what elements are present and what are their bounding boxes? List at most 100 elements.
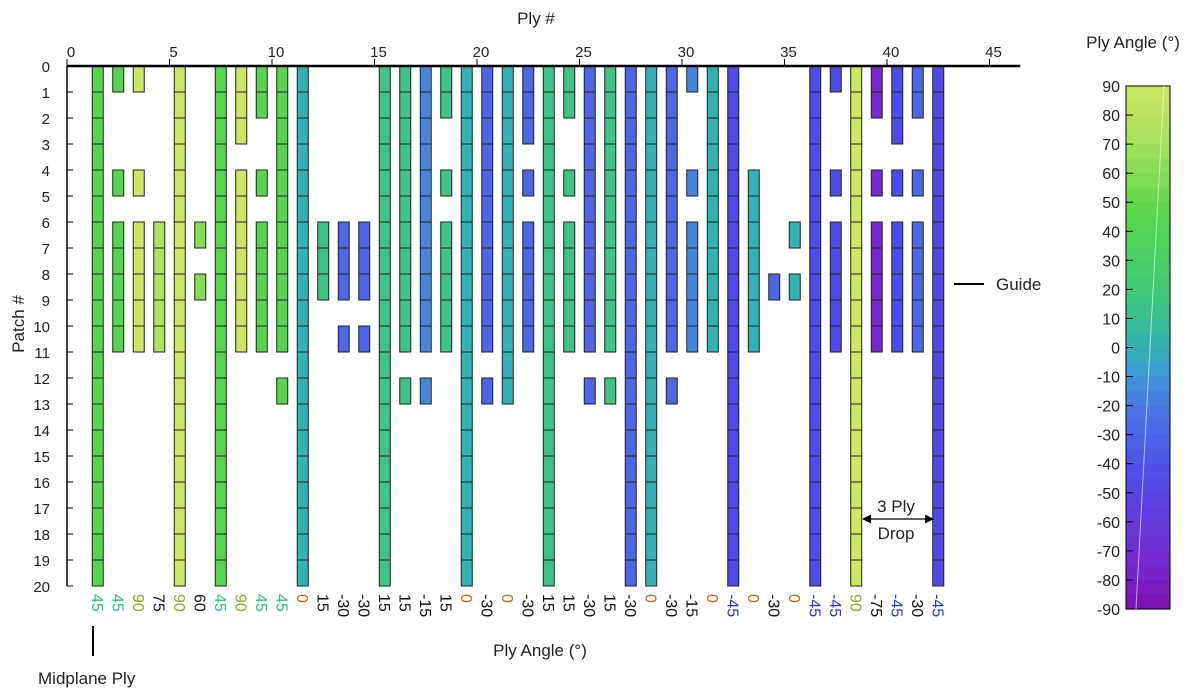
ply-angle-label: -45 — [928, 594, 945, 617]
x-tick-label: 25 — [575, 44, 592, 61]
ply-bar-segment — [132, 169, 145, 197]
ply-angle-label: 75 — [149, 594, 166, 612]
colorbar-band — [1126, 478, 1170, 494]
ply-angle-label: -30 — [334, 594, 351, 617]
ply-bar-segment — [399, 377, 412, 405]
ply-bar-segment — [501, 65, 514, 405]
ply-angle-label: 45 — [272, 594, 289, 612]
colorbar-tick-label: 80 — [1102, 108, 1120, 125]
colorbar-band — [1126, 492, 1170, 508]
top-axis-title: Ply # — [517, 9, 555, 28]
y-tick-label: 5 — [42, 189, 50, 206]
colorbar-tick-label: 20 — [1102, 282, 1120, 299]
colorbar-tick-label: 40 — [1102, 224, 1120, 241]
ply-drop-label-line1: 3 Ply — [877, 497, 915, 516]
ply-angle-label: 45 — [252, 594, 269, 612]
ply-angle-label: 90 — [129, 594, 146, 612]
colorbar-tick-label: -90 — [1097, 602, 1120, 619]
ply-angle-label: -45 — [805, 594, 822, 617]
ply-bar-segment — [788, 221, 801, 249]
top-axis-ticks: 0 5 10 15 20 25 30 35 40 45 — [66, 44, 1002, 66]
colorbar-tick-label: 30 — [1102, 253, 1120, 270]
ply-angle-label: 90 — [846, 594, 863, 612]
ply-bar-segment — [276, 377, 289, 405]
colorbar-band — [1126, 318, 1170, 334]
ply-angle-label: 15 — [539, 594, 556, 612]
ply-bar-segment — [891, 169, 904, 197]
colorbar-tick-label: 10 — [1102, 311, 1120, 328]
ply-bar-segment — [686, 221, 699, 353]
ply-bar-segment — [911, 169, 924, 197]
ply-angle-label: -15 — [416, 594, 433, 617]
colorbar-band — [1126, 216, 1170, 232]
colorbar-band — [1126, 332, 1170, 349]
colorbar: 90 80 70 60 50 40 30 20 10 0 -10 -20 -30 -40 -50 -60 -70… — [1097, 79, 1171, 619]
ply-bar-segment — [829, 65, 842, 93]
ply-bar-segment — [419, 65, 432, 353]
ply-bar-segment — [112, 169, 125, 197]
ply-bar-segment — [419, 377, 432, 405]
y-tick-label: 19 — [33, 553, 50, 570]
ply-bar-segment — [399, 65, 412, 353]
ply-bar-segment — [317, 221, 330, 301]
ply-angle-label: 15 — [313, 594, 330, 612]
y-tick-label: 15 — [33, 449, 50, 466]
colorbar-band — [1126, 507, 1170, 523]
ply-bar-segment — [870, 169, 883, 197]
ply-angle-label: 0 — [457, 594, 474, 603]
ply-bar-segment — [686, 65, 699, 93]
colorbar-tick-label: -10 — [1097, 370, 1120, 387]
ply-angle-label: -30 — [621, 594, 638, 617]
ply-bar-segment — [604, 65, 617, 353]
ply-angle-label: 15 — [559, 594, 576, 612]
ply-bar-segment — [522, 221, 535, 353]
ply-angle-label: 0 — [744, 594, 761, 603]
ply-bars — [91, 65, 945, 587]
ply-angle-label: 0 — [293, 594, 310, 603]
ply-drop-arrowhead-left — [862, 514, 871, 524]
colorbar-tick-label: -80 — [1097, 573, 1120, 590]
y-tick-label: 2 — [42, 111, 50, 128]
colorbar-band — [1126, 594, 1170, 610]
midplane-label: Midplane Ply — [38, 669, 136, 688]
ply-bar-segment — [522, 169, 535, 197]
colorbar-band — [1126, 521, 1170, 537]
ply-bar-segment — [686, 169, 699, 197]
colorbar-tick-label: -70 — [1097, 544, 1120, 561]
colorbar-tick-label: 60 — [1102, 166, 1120, 183]
colorbar-diagonal — [1135, 85, 1165, 610]
ply-angle-label: -30 — [908, 594, 925, 617]
colorbar-band — [1126, 565, 1170, 581]
ply-angle-label: -30 — [580, 594, 597, 617]
colorbar-band — [1126, 463, 1170, 479]
x-tick-label: 35 — [780, 44, 797, 61]
ply-bar-segment — [276, 65, 289, 353]
ply-bar-segment — [112, 65, 125, 93]
ply-angle-label: 0 — [641, 594, 658, 603]
ply-bar-segment — [132, 65, 145, 93]
ply-angle-label: 60 — [190, 594, 207, 612]
ply-bar-segment — [132, 221, 145, 353]
colorbar-band — [1126, 245, 1170, 261]
ply-angle-label: 45 — [88, 594, 105, 612]
colorbar-band — [1126, 420, 1170, 436]
colorbar-band — [1126, 579, 1170, 596]
ply-angle-labels: 45 45 90 75 90 60 45 90 45 45 0 15 -30 -30 15 15 -15 15 0-… — [88, 594, 946, 617]
ply-bar-segment — [747, 169, 760, 353]
y-tick-label: 4 — [42, 163, 50, 180]
ply-angle-label: 0 — [703, 594, 720, 603]
ply-bar-segment — [891, 221, 904, 353]
x-tick-label: 45 — [985, 44, 1002, 61]
ply-bar-segment — [255, 169, 268, 197]
ply-bar-segment — [255, 221, 268, 353]
y-tick-label: 16 — [33, 475, 50, 492]
ply-bar-segment — [768, 273, 781, 301]
colorbar-band — [1126, 434, 1170, 450]
ply-bar-segment — [481, 65, 494, 353]
colorbar-tick-label: 90 — [1102, 79, 1120, 96]
ply-bar-segment — [358, 221, 371, 301]
ply-bar-segment — [194, 273, 207, 301]
colorbar-band — [1126, 274, 1170, 290]
colorbar-band — [1126, 231, 1170, 247]
